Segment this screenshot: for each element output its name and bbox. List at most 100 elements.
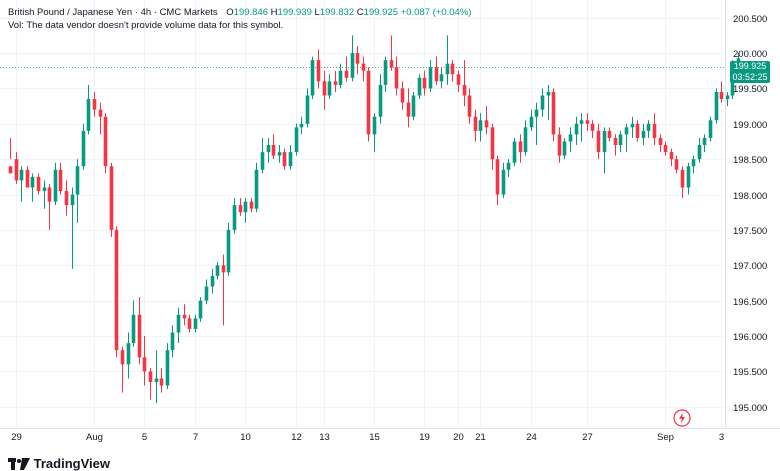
candle-body — [574, 123, 579, 135]
time-tick-label: Sep — [657, 432, 674, 443]
candle-body — [355, 53, 360, 64]
candle-body — [618, 134, 623, 146]
candle-body — [165, 350, 170, 386]
chart-grid — [0, 0, 725, 428]
candle-body — [137, 314, 142, 358]
open-label: O — [226, 7, 234, 18]
candle-body — [663, 145, 668, 153]
candle-body — [534, 109, 539, 117]
candle-body — [495, 159, 500, 195]
close-value: 199.925 — [363, 7, 399, 18]
candle-body — [243, 201, 248, 213]
candle-body — [546, 91, 551, 96]
candle-body — [64, 191, 69, 206]
candle-body — [725, 95, 730, 100]
candle-body — [434, 67, 439, 82]
candle-body — [490, 127, 495, 160]
candle-body — [613, 137, 618, 146]
time-tick-label: 13 — [319, 432, 330, 443]
candle-body — [400, 88, 405, 103]
candle-body — [109, 166, 114, 230]
price-tick-label: 198.500 — [733, 155, 767, 166]
candle-body — [719, 91, 724, 100]
logo-text: TradingView — [33, 456, 110, 471]
candle-body — [277, 152, 282, 156]
low-label: L — [314, 7, 320, 18]
price-tick-label: 195.500 — [733, 367, 767, 378]
candle-body — [47, 187, 52, 202]
candle-body — [579, 120, 584, 124]
candle-body — [450, 63, 455, 75]
candle-body — [142, 357, 147, 372]
candle-body — [193, 318, 198, 329]
candle-body — [557, 134, 562, 156]
candle-body — [338, 70, 343, 85]
candle-body — [411, 95, 416, 117]
lightning-icon[interactable] — [673, 409, 691, 432]
symbol-header: British Pound / Japanese Yen · 4h · CMC … — [8, 6, 471, 19]
candle-body — [624, 127, 629, 135]
candle-body — [669, 152, 674, 160]
candle-body — [478, 120, 483, 131]
candle-body — [350, 53, 355, 78]
candle-body — [92, 99, 97, 110]
candle-body — [540, 95, 545, 110]
candle-body — [36, 176, 41, 192]
change-value: +0.087 (+0.04%) — [400, 7, 472, 18]
price-tick-label: 199.000 — [733, 120, 767, 131]
price-axis: 195.000 195.500 196.000 196.500 197.000 197.5… — [733, 14, 767, 414]
candle-body — [271, 145, 276, 156]
candle-body — [652, 123, 657, 138]
candle-body — [8, 166, 13, 174]
candle-body — [159, 378, 164, 386]
candle-body — [422, 77, 427, 89]
candle-body — [691, 159, 696, 167]
time-tick-label: 24 — [526, 432, 537, 443]
candle-body — [473, 116, 478, 131]
candle-body — [607, 130, 612, 138]
candle-body — [204, 286, 209, 301]
time-tick-label: 5 — [142, 432, 147, 443]
candle-body — [98, 109, 103, 117]
candle-body — [232, 205, 237, 230]
candle-body — [512, 141, 517, 163]
bar-countdown: 03:52:25 — [732, 72, 768, 82]
candle-body — [585, 120, 590, 124]
time-tick-label: 12 — [291, 432, 302, 443]
candle-body — [562, 141, 567, 156]
time-tick-label: 7 — [193, 432, 198, 443]
candle-body — [282, 152, 287, 167]
candle-body — [529, 116, 534, 128]
candle-body — [686, 166, 691, 188]
candle-body — [467, 95, 472, 117]
candle-body — [75, 166, 80, 195]
candle-body — [327, 81, 332, 96]
candle-body — [596, 130, 601, 153]
candle-body — [86, 99, 91, 131]
time-tick-label: 15 — [369, 432, 380, 443]
tradingview-logo[interactable]: TradingView — [8, 456, 110, 471]
time-tick-label: 21 — [475, 432, 486, 443]
candle-body — [238, 205, 243, 213]
candle-body — [148, 371, 153, 383]
candle-body — [249, 201, 254, 209]
candle-body — [590, 123, 595, 131]
time-tick-label: 27 — [582, 432, 593, 443]
candle-body — [182, 314, 187, 319]
price-tick-label: 196.000 — [733, 332, 767, 343]
candle-body — [14, 159, 19, 181]
candle-body — [294, 127, 299, 153]
candle-body — [226, 229, 231, 273]
candle-body — [215, 265, 220, 276]
time-tick-label: 10 — [240, 432, 251, 443]
candle-body — [680, 169, 685, 188]
candle-body — [630, 123, 635, 128]
candle-body — [187, 318, 192, 329]
low-value: 199.832 — [319, 7, 355, 18]
tradingview-logo-icon — [8, 458, 30, 470]
candle-body — [58, 169, 63, 192]
candle-body — [484, 120, 489, 128]
candle-body — [322, 81, 327, 96]
candle-body — [714, 91, 719, 121]
